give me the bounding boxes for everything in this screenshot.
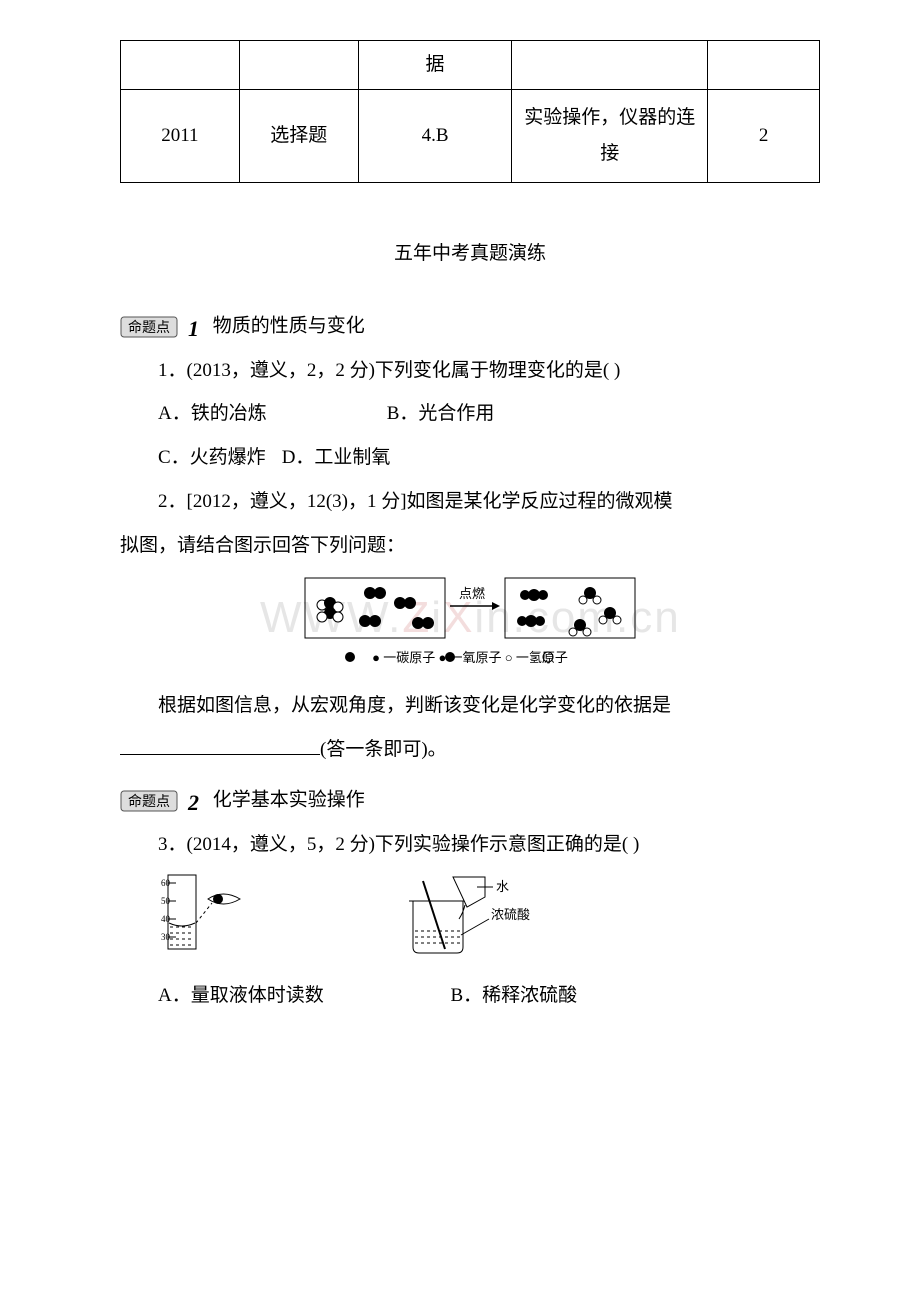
table-cell: 4.B [358, 90, 512, 183]
table-cell [512, 41, 708, 90]
topic-badge-icon: 命题点 1 [120, 314, 202, 340]
svg-text:● 一碳原子 ● 一氧原子 ○ 一氢原子: ● 一碳原子 ● 一氧原子 ○ 一氢原子 [372, 650, 568, 665]
table-row: 据 [121, 41, 820, 90]
reaction-diagram: 点燃 ● 一碳原子 ● 一氧原子 ○ 一氢原子 [120, 573, 820, 684]
topic-badge-icon: 命题点 2 [120, 788, 202, 814]
topic-heading: 命题点 1 物质的性质与变化 [120, 305, 820, 348]
svg-text:命题点: 命题点 [128, 793, 170, 810]
table-cell: 选择题 [239, 90, 358, 183]
table-cell [239, 41, 358, 90]
svg-text:浓硫酸: 浓硫酸 [491, 907, 530, 922]
question-followup: 根据如图信息，从宏观角度，判断该变化是化学变化的依据是 [120, 685, 820, 727]
data-table: 据 2011 选择题 4.B 实验操作，仪器的连接 2 [120, 40, 820, 183]
choice-d: D．工业制氧 [282, 447, 391, 468]
table-row: 2011 选择题 4.B 实验操作，仪器的连接 2 [121, 90, 820, 183]
section-title: 五年中考真题演练 [120, 233, 820, 275]
svg-text:30: 30 [161, 932, 171, 942]
table-cell: 实验操作，仪器的连接 [512, 90, 708, 183]
svg-text:40: 40 [161, 914, 171, 924]
question-stem: 3．(2014，遵义，5，2 分)下列实验操作示意图正确的是( ) [120, 824, 820, 866]
svg-text:1: 1 [188, 316, 199, 340]
choice-row: A．铁的冶炼 B．光合作用 [120, 393, 820, 435]
question-stem: 2．[2012，遵义，12(3)，1 分]如图是某化学反应过程的微观模 [120, 481, 820, 523]
choice-b: B．光合作用 [387, 403, 495, 424]
svg-text:2: 2 [187, 790, 199, 814]
blank-tail: (答一条即可)。 [320, 739, 447, 760]
svg-text:点燃: 点燃 [459, 586, 485, 601]
topic-title: 物质的性质与变化 [213, 316, 365, 337]
svg-text:命题点: 命题点 [128, 319, 170, 336]
caption-row: A．量取液体时读数 B．稀释浓硫酸 [120, 975, 820, 1017]
choice-c: C．火药爆炸 [158, 447, 266, 468]
answer-blank [120, 734, 320, 755]
figure-b-icon: 水 浓硫酸 [393, 871, 533, 973]
table-cell: 2011 [121, 90, 240, 183]
table-cell [121, 41, 240, 90]
caption-a: A．量取液体时读数 [158, 975, 324, 1017]
table-cell: 2 [708, 90, 820, 183]
question-stem-cont: 拟图，请结合图示回答下列问题： [120, 525, 820, 567]
choice-a: A．铁的冶炼 [158, 403, 267, 424]
figure-row: 60 50 40 30 水 [120, 871, 820, 973]
svg-text:50: 50 [161, 896, 171, 906]
table-cell [708, 41, 820, 90]
topic-heading: 命题点 2 化学基本实验操作 [120, 779, 820, 822]
caption-b: B．稀释浓硫酸 [450, 975, 577, 1017]
topic-title: 化学基本实验操作 [213, 790, 365, 811]
choice-row: C．火药爆炸 D．工业制氧 [120, 437, 820, 479]
svg-text:水: 水 [496, 879, 509, 894]
question-stem: 1．(2013，遵义，2，2 分)下列变化属于物理变化的是( ) [120, 350, 820, 392]
table-cell: 据 [358, 41, 512, 90]
answer-blank-line: (答一条即可)。 [120, 729, 820, 771]
svg-text:60: 60 [161, 878, 171, 888]
figure-a-icon: 60 50 40 30 [158, 871, 248, 973]
